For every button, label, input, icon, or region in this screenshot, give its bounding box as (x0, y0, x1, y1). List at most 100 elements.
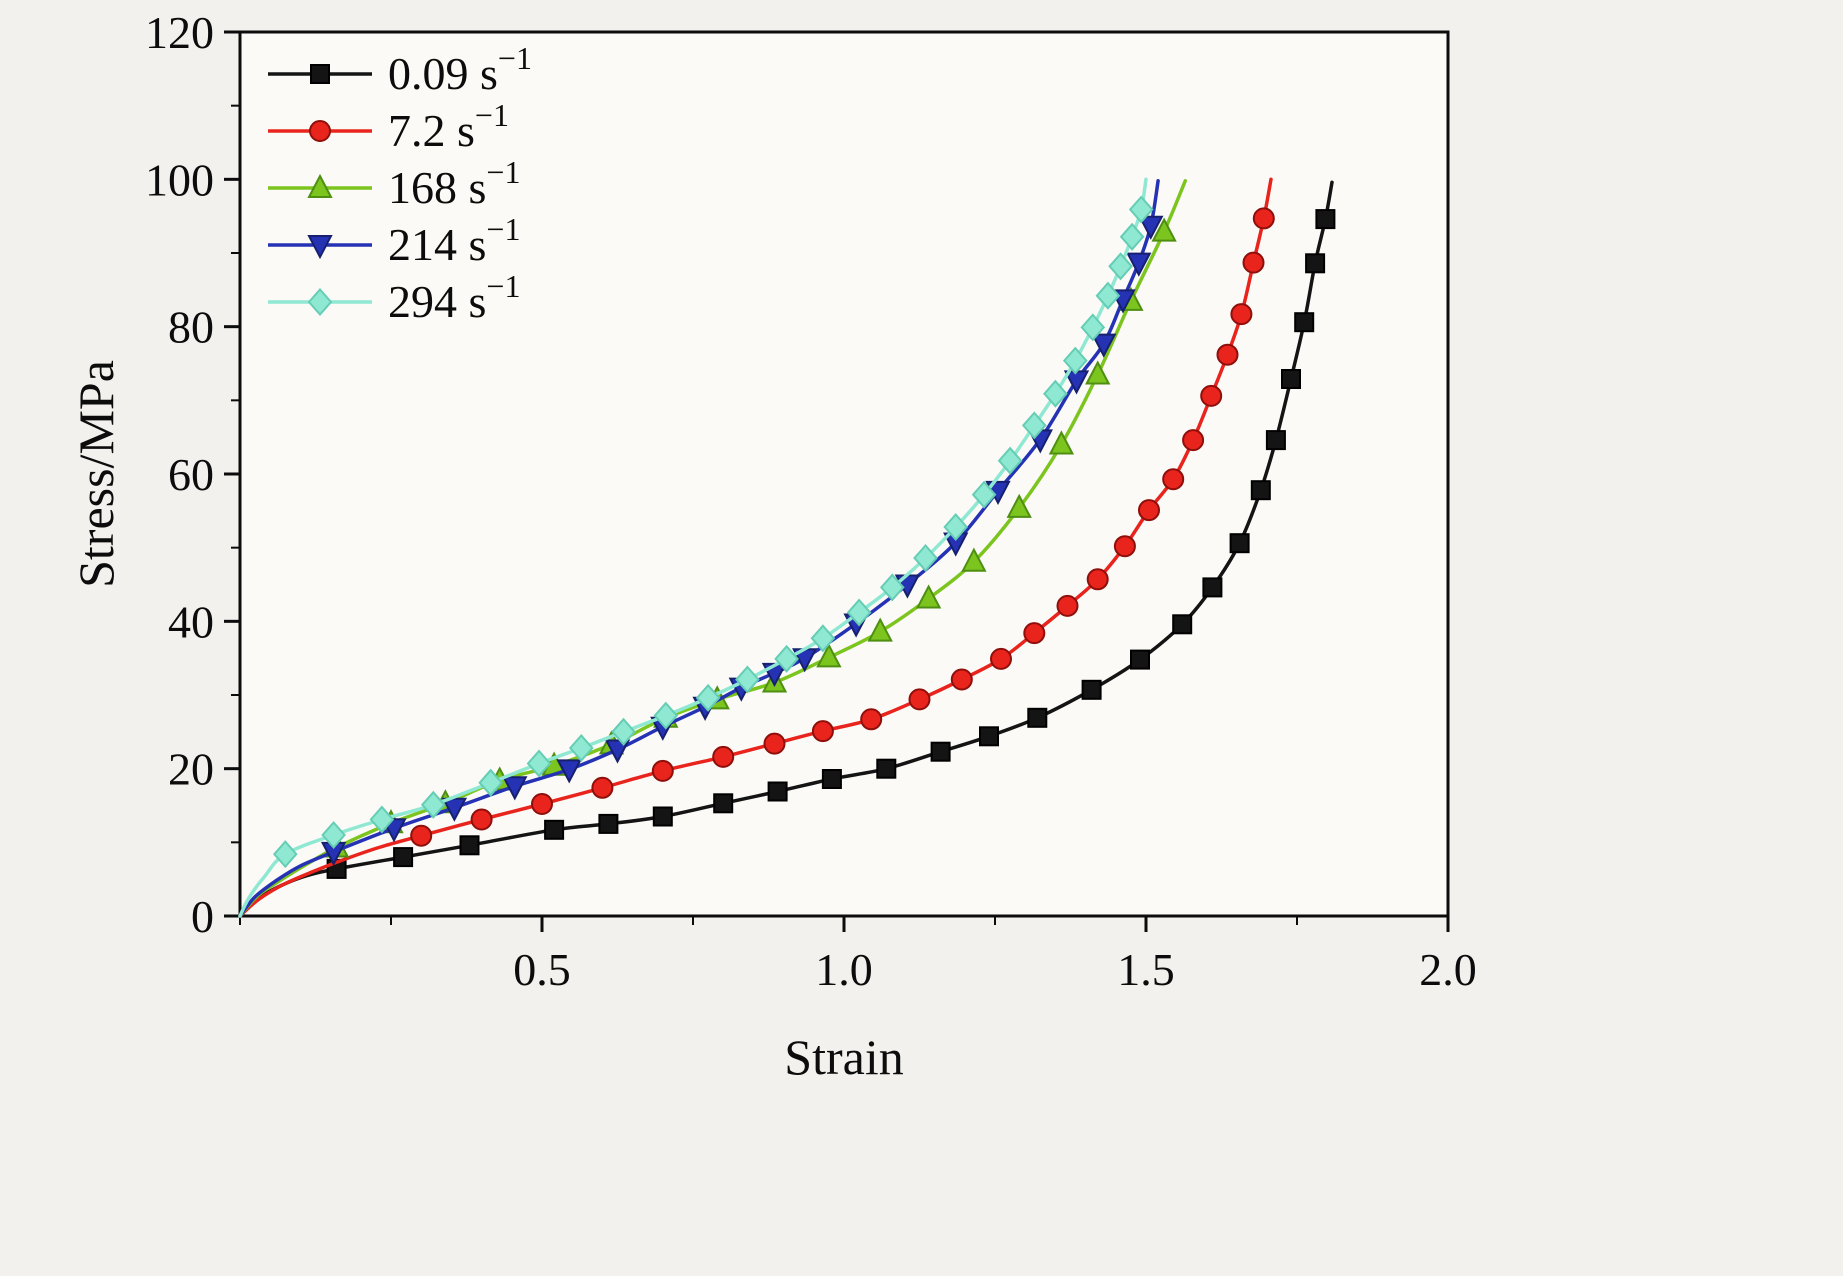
square-marker (1229, 533, 1250, 554)
square-marker (713, 793, 734, 814)
legend-item: 7.2 s−1 (268, 97, 509, 156)
legend-label: 294 s−1 (388, 268, 520, 327)
square-marker (979, 726, 999, 747)
series-7.2s⁻¹ (238, 177, 1275, 918)
square-marker (1294, 312, 1315, 333)
triangle-down-marker (307, 235, 333, 260)
diamond-marker (321, 820, 346, 850)
square-marker (652, 806, 673, 827)
diamond-marker (1043, 379, 1068, 408)
circle-marker (990, 647, 1012, 670)
x-tick-label: 1.0 (815, 944, 873, 995)
diamond-marker (943, 512, 969, 542)
series-294s⁻¹ (238, 177, 1154, 918)
diamond-marker (1021, 411, 1047, 440)
square-marker (767, 781, 788, 802)
x-tick-label: 0.5 (513, 944, 571, 995)
series-line (238, 179, 1160, 918)
diamond-marker (846, 598, 872, 627)
diamond-marker (1062, 346, 1088, 375)
circle-marker (1086, 568, 1109, 591)
x-tick-label: 1.5 (1117, 944, 1175, 995)
circle-marker (410, 824, 433, 847)
circle-marker (1162, 468, 1185, 491)
square-marker (1130, 649, 1150, 670)
triangle-up-marker (1151, 217, 1177, 242)
square-marker (1305, 253, 1326, 274)
plot-area (240, 32, 1448, 916)
diamond-marker (653, 701, 679, 730)
triangle-down-marker (1126, 252, 1152, 277)
diamond-marker (526, 749, 552, 778)
triangle-up-marker (915, 584, 942, 609)
legend-label: 168 s−1 (388, 154, 520, 213)
circle-marker (1200, 384, 1223, 407)
diamond-marker (913, 543, 938, 573)
diamond-marker (774, 644, 799, 673)
legend-label: 0.09 s−1 (388, 40, 532, 99)
diamond-marker (695, 683, 721, 712)
diamond-marker (1095, 281, 1121, 310)
square-marker (1250, 480, 1271, 501)
square-marker (930, 741, 951, 762)
triangle-up-marker (816, 643, 842, 668)
square-marker (1172, 614, 1193, 635)
circle-marker (860, 708, 883, 731)
circle-marker (1252, 207, 1275, 230)
square-marker (1315, 209, 1336, 230)
x-tick-label: 2.0 (1419, 944, 1477, 995)
y-tick-label: 20 (168, 744, 214, 795)
square-marker (393, 847, 414, 868)
circle-marker (651, 759, 674, 782)
circle-marker (531, 793, 553, 815)
circle-marker (950, 668, 973, 691)
diamond-marker (420, 790, 446, 819)
diamond-marker (478, 768, 504, 797)
triangle-down-marker (502, 776, 528, 801)
diamond-marker (735, 665, 760, 694)
circle-marker (591, 776, 614, 799)
legend-item: 214 s−1 (268, 211, 520, 270)
y-tick-label: 40 (168, 596, 214, 647)
triangle-up-marker (1048, 430, 1075, 455)
y-tick-label: 80 (168, 302, 214, 353)
triangle-up-marker (867, 617, 893, 642)
x-axis-label: Strain (784, 1029, 904, 1085)
square-marker (1081, 679, 1102, 700)
circle-marker (1216, 343, 1239, 366)
square-marker (821, 769, 842, 789)
diamond-marker (971, 480, 997, 509)
diamond-marker (369, 805, 395, 834)
square-marker (1281, 369, 1301, 389)
diamond-marker (1128, 195, 1154, 224)
circle-marker (1138, 499, 1160, 522)
diamond-marker (997, 446, 1023, 475)
legend-item: 168 s−1 (268, 154, 520, 213)
square-marker (1027, 707, 1048, 728)
square-marker (544, 819, 565, 840)
square-marker (876, 758, 897, 779)
y-tick-label: 120 (145, 7, 214, 58)
triangle-up-marker (961, 547, 987, 572)
y-axis-label: Stress/MPa (68, 360, 124, 588)
circle-marker (908, 688, 931, 711)
circle-marker (1023, 622, 1046, 645)
triangle-down-marker (556, 759, 582, 784)
legend-item: 0.09 s−1 (268, 40, 532, 99)
diamond-marker (1080, 313, 1106, 342)
plot-frame (238, 30, 1450, 918)
legend-label: 7.2 s−1 (388, 97, 509, 156)
circle-marker (712, 745, 735, 768)
triangle-down-marker (1091, 333, 1117, 358)
diamond-marker (307, 287, 333, 317)
circle-marker (1230, 303, 1253, 326)
circle-marker (470, 808, 493, 831)
square-marker (1202, 577, 1223, 598)
legend-item: 294 s−1 (268, 268, 520, 327)
circle-marker (763, 732, 786, 755)
square-marker (459, 835, 480, 856)
circle-marker (1056, 594, 1079, 617)
